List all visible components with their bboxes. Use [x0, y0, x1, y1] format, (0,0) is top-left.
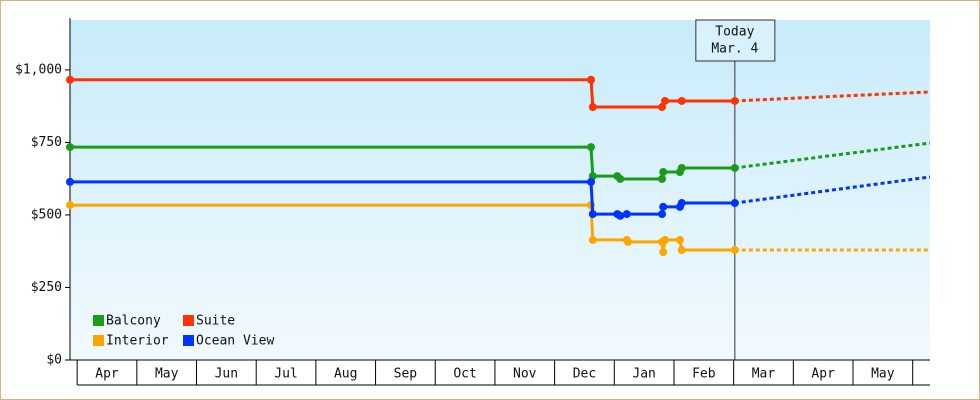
x-tick-label: Jan: [632, 367, 655, 382]
y-tick-label: $750: [31, 135, 62, 150]
point: [675, 235, 684, 244]
point: [661, 235, 670, 244]
legend-swatch: [93, 335, 104, 346]
point: [659, 168, 668, 177]
point: [66, 143, 74, 152]
x-tick-label: May: [871, 367, 895, 382]
point: [66, 201, 74, 210]
point: [677, 96, 686, 105]
point: [587, 75, 596, 84]
forecast-line: [734, 90, 931, 103]
today-label: Mar. 4: [711, 42, 758, 57]
point: [658, 210, 667, 219]
x-tick-label: Jun: [215, 367, 238, 382]
point: [659, 202, 668, 211]
legend-label: Suite: [196, 314, 235, 329]
x-tick-label: Oct: [453, 367, 476, 382]
point: [66, 177, 74, 186]
x-tick-label: Nov: [513, 367, 537, 382]
point: [588, 103, 597, 112]
point: [730, 199, 739, 208]
today-box: [695, 19, 776, 62]
point: [658, 103, 667, 112]
point: [658, 174, 667, 183]
legend-label: Ocean View: [196, 334, 274, 349]
point: [588, 235, 597, 244]
x-tick-label: Feb: [692, 367, 716, 382]
x-tick-label: Sep: [394, 367, 418, 382]
y-tick-label: $0: [46, 353, 62, 368]
x-tick-label: Mar: [752, 367, 776, 382]
x-tick-label: May: [155, 367, 179, 382]
point: [622, 210, 631, 219]
plot-area: [70, 20, 930, 360]
legend-swatch: [183, 335, 194, 346]
x-tick-label: Apr: [95, 367, 119, 382]
point: [661, 96, 670, 105]
point: [730, 246, 739, 255]
x-tick-label: Dec: [573, 367, 596, 382]
point: [66, 75, 74, 84]
point: [659, 248, 668, 257]
legend-swatch: [93, 315, 104, 326]
legend-label: Interior: [106, 334, 169, 349]
point: [587, 143, 596, 152]
point: [624, 237, 633, 246]
point: [616, 211, 625, 220]
today-label: Today: [715, 25, 754, 40]
point: [588, 210, 597, 219]
x-tick-label: Jul: [274, 367, 297, 382]
point: [730, 163, 739, 172]
x-tick-label: Apr: [811, 367, 835, 382]
point: [677, 163, 686, 172]
point: [587, 177, 596, 186]
y-tick-label: $1,000: [15, 62, 62, 77]
point: [677, 246, 686, 255]
x-tick-label: Aug: [334, 367, 357, 382]
y-tick-label: $250: [31, 280, 62, 295]
y-tick-label: $500: [31, 207, 62, 222]
legend-label: Balcony: [106, 314, 161, 329]
point: [616, 174, 625, 183]
point: [730, 96, 739, 105]
point: [677, 199, 686, 208]
forecast-line: [734, 175, 931, 205]
forecast-line: [734, 141, 931, 170]
legend-swatch: [183, 315, 194, 326]
